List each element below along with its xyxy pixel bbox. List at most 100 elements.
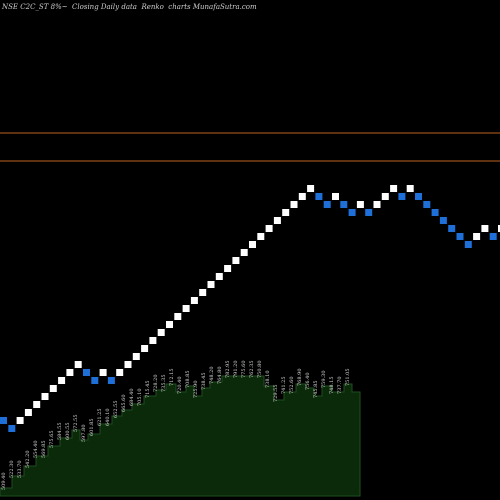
reference-lines [0,132,500,162]
renko-brick-up [232,257,240,264]
volume-label: 533.70 [17,461,23,479]
renko-brick-down [365,209,373,216]
renko-brick-down [489,233,497,240]
renko-brick-up [66,369,74,376]
volume-label: 782.95 [225,361,231,379]
renko-brick-down [415,193,422,200]
renko-brick-down [83,369,90,376]
renko-brick-up [373,201,381,208]
volume-label: 735.35 [161,375,167,393]
renko-brick-down [398,193,406,200]
volume-label: 554.40 [33,441,39,459]
renko-brick-up [381,193,389,200]
volume-label: 600.55 [65,423,71,441]
renko-brick-up [265,225,273,232]
volume-label: 712.15 [169,369,175,387]
renko-brick-up [298,193,306,200]
chart-title: NSE C2C_ST 8%~ Closing Daily data Renko … [2,3,257,11]
volume-label: 715.45 [145,381,151,399]
volume-label: 597.80 [81,425,87,443]
renko-brick-up [224,265,232,272]
renko-brick-up [282,209,290,216]
volume-label: 738.10 [265,371,271,389]
renko-brick-up [99,369,107,376]
volume-label: 775.60 [241,361,247,379]
renko-brick-down [340,201,348,208]
renko-brick-up [356,201,364,208]
renko-brick-up [24,409,32,416]
volume-label: 751.05 [345,369,351,387]
symbol-label: NSE C2C_ST 8%~ [2,3,68,11]
volume-label: 762.35 [249,361,255,379]
renko-brick-up [240,249,248,256]
renko-brick-down [448,225,456,232]
volume-profile [0,375,361,497]
renko-brick-up [49,385,57,392]
renko-brick-up [141,345,149,352]
brand-label: charts MunafaSutra.com [168,3,257,11]
volume-label: 728.20 [153,375,159,393]
renko-bricks [0,185,500,432]
renko-brick-up [207,281,215,288]
volume-label: 640.10 [105,409,111,427]
renko-brick-up [124,361,132,368]
renko-brick-up [58,377,66,384]
renko-brick-up [406,185,414,192]
renko-brick-up [290,201,298,208]
volume-label: 759.30 [321,371,327,389]
renko-brick-up [190,297,198,304]
renko-brick-down [107,377,115,384]
renko-brick-up [182,305,190,312]
volume-label: 542.20 [25,451,31,469]
renko-brick-up [390,185,398,192]
renko-brick-up [215,273,223,280]
volume-area [0,375,361,497]
renko-brick-up [41,393,49,400]
renko-brick-down [464,241,472,248]
volume-label: 725.90 [193,381,199,399]
volume-label: 684.40 [129,389,135,407]
renko-brick-up [498,225,500,232]
renko-brick-down [431,209,439,216]
renko-brick-down [91,377,99,384]
volume-label: 741.25 [281,377,287,395]
volume-label: 708.85 [185,371,191,389]
renko-brick-up [332,193,339,200]
renko-brick-up [149,337,157,344]
renko-brick-up [116,369,124,376]
renko-brick-down [439,217,447,224]
volume-label: 522.30 [9,461,15,479]
renko-brick-up [249,241,256,248]
volume-label: 720.40 [177,377,183,395]
volume-label: 738.45 [201,373,207,391]
renko-brick-up [74,361,82,368]
renko-brick-down [456,233,464,240]
renko-brick-up [481,225,489,232]
volume-label: 575.65 [49,431,55,449]
volume-label: 791.20 [233,361,239,379]
volume-label: 737.70 [337,377,343,395]
volume-label: 509.40 [1,473,7,491]
volume-label: 750.80 [257,361,263,379]
volume-label: 764.80 [217,367,223,385]
renko-brick-down [423,201,431,208]
renko-brick-up [33,401,41,408]
volume-label: 572.55 [73,415,79,433]
renko-brick-up [132,353,140,360]
renko-brick-up [166,321,173,328]
renko-brick-down [315,193,323,200]
volume-label: 756.40 [305,373,311,391]
volume-label: 729.55 [273,385,279,403]
renko-brick-up [174,313,182,320]
renko-brick-down [8,425,16,432]
volume-label: 569.85 [41,441,47,459]
volume-label: 584.55 [57,423,63,441]
volume-label: 705.10 [137,389,143,407]
volume-label: 601.85 [89,419,95,437]
volume-label: 748.15 [329,377,335,395]
renko-brick-up [307,185,315,192]
volume-label: 768.90 [297,369,303,387]
renko-brick-down [323,201,331,208]
